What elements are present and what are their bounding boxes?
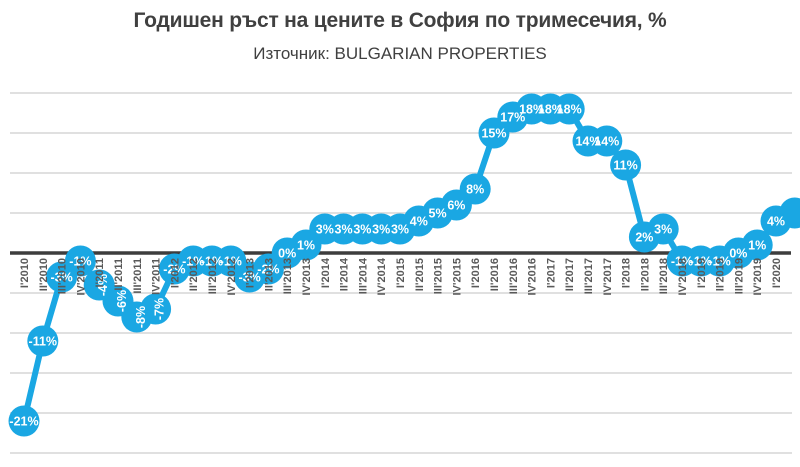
x-axis-label: IV'2017 <box>602 258 614 295</box>
x-axis-label: II'2013 <box>263 258 275 291</box>
data-label: 4% <box>767 215 785 229</box>
x-axis-label: I'2012 <box>169 258 181 288</box>
data-point-marker <box>779 197 800 229</box>
x-axis-label: II'2011 <box>113 258 125 291</box>
data-label: 18% <box>557 103 582 117</box>
x-axis-label: IV'2013 <box>301 258 313 295</box>
x-axis-label: IV'2016 <box>527 258 539 295</box>
data-label: 18% <box>538 103 563 117</box>
data-label: 1% <box>297 239 315 253</box>
data-label: 15% <box>481 127 506 141</box>
data-label: 8% <box>466 183 484 197</box>
data-label: 11% <box>613 159 637 173</box>
x-axis-label: IV'2018 <box>677 258 689 295</box>
data-point-marker <box>610 149 642 181</box>
data-point-marker <box>553 93 585 125</box>
data-point-marker <box>647 213 679 245</box>
data-point-marker <box>8 405 40 437</box>
data-point-marker <box>741 229 773 261</box>
data-label: 17% <box>500 111 525 125</box>
x-axis-label: III'2016 <box>508 258 520 294</box>
chart-title: Годишен ръст на цените в София по тримес… <box>133 9 667 32</box>
x-axis-label: I'2011 <box>94 258 106 288</box>
x-axis-label: II'2010 <box>38 258 50 291</box>
data-label: 5% <box>429 207 447 221</box>
data-label: 18% <box>519 103 544 117</box>
data-label: -21% <box>9 415 38 429</box>
data-label: -1% <box>220 255 242 269</box>
data-label: 3% <box>372 223 390 237</box>
x-axis-label: I'2013 <box>245 258 257 288</box>
data-label: -1% <box>182 255 204 269</box>
data-label: 6% <box>447 199 465 213</box>
data-label: -6% <box>115 290 129 312</box>
data-label: 3% <box>353 223 371 237</box>
data-label: 3% <box>335 223 353 237</box>
data-label: -1% <box>671 255 693 269</box>
x-axis-label: IV'2012 <box>226 258 238 295</box>
x-axis-label: III'2010 <box>57 258 69 294</box>
data-point-marker <box>459 173 491 205</box>
chart-subtitle: Източник: BULGARIAN PROPERTIES <box>253 44 547 63</box>
x-axis-label: I'2015 <box>395 258 407 288</box>
data-label: -2% <box>163 263 185 277</box>
data-label: -8% <box>134 306 148 328</box>
x-axis-label: IV'2011 <box>151 258 163 295</box>
data-label: 4% <box>410 215 428 229</box>
x-axis-label: III'2011 <box>132 258 144 294</box>
data-label: -1% <box>69 255 91 269</box>
data-label: 3% <box>391 223 409 237</box>
x-axis-label: I'2020 <box>771 258 783 288</box>
x-axis-label: I'2017 <box>545 258 557 288</box>
data-label: 2% <box>635 231 653 245</box>
x-axis-label: III'2018 <box>658 258 670 294</box>
data-label: 0% <box>278 247 296 261</box>
data-label: -1% <box>690 255 712 269</box>
x-axis-label: IV'2014 <box>376 257 388 295</box>
data-label: -2% <box>257 263 279 277</box>
data-label: -3% <box>238 271 260 285</box>
x-axis-label: III'2019 <box>733 258 745 294</box>
data-point-marker <box>140 293 172 325</box>
x-axis-label: I'2010 <box>19 258 31 288</box>
x-axis-label: IV'2015 <box>451 258 463 295</box>
data-label: 3% <box>654 223 672 237</box>
data-label: 1% <box>748 239 766 253</box>
x-axis-label: II'2014 <box>339 257 351 291</box>
x-axis-label: III'2017 <box>583 258 595 294</box>
x-axis-label: IV'2010 <box>75 258 87 295</box>
x-axis-label: I'2014 <box>320 257 332 288</box>
data-label: -1% <box>708 255 730 269</box>
x-axis-label: II'2017 <box>564 258 576 291</box>
x-axis-label: III'2014 <box>357 257 369 294</box>
data-label: 0% <box>729 247 747 261</box>
x-axis-label: I'2019 <box>696 258 708 288</box>
x-axis-label: I'2016 <box>470 258 482 288</box>
x-axis-label: III'2013 <box>282 258 294 294</box>
data-label: -1% <box>201 255 223 269</box>
x-axis-label: II'2012 <box>188 258 200 291</box>
x-axis-label: II'2019 <box>715 258 727 291</box>
x-axis-label: II'2016 <box>489 258 501 291</box>
x-axis-label: III'2012 <box>207 258 219 294</box>
data-label: 14% <box>575 135 600 149</box>
data-label: 14% <box>594 135 619 149</box>
x-axis-label: II'2018 <box>639 258 651 291</box>
data-label: -3% <box>50 271 72 285</box>
x-axis-label: IV'2019 <box>752 258 764 295</box>
data-label: 3% <box>316 223 334 237</box>
data-label: -11% <box>29 335 58 349</box>
data-point-marker <box>591 125 623 157</box>
x-axis-label: III'2015 <box>433 258 445 294</box>
data-point-marker <box>64 245 96 277</box>
x-axis-label: II'2015 <box>414 258 426 291</box>
data-label: -7% <box>153 298 167 320</box>
data-label: -4% <box>96 274 110 296</box>
data-point-marker <box>27 325 59 357</box>
x-axis-label: I'2018 <box>621 258 633 288</box>
